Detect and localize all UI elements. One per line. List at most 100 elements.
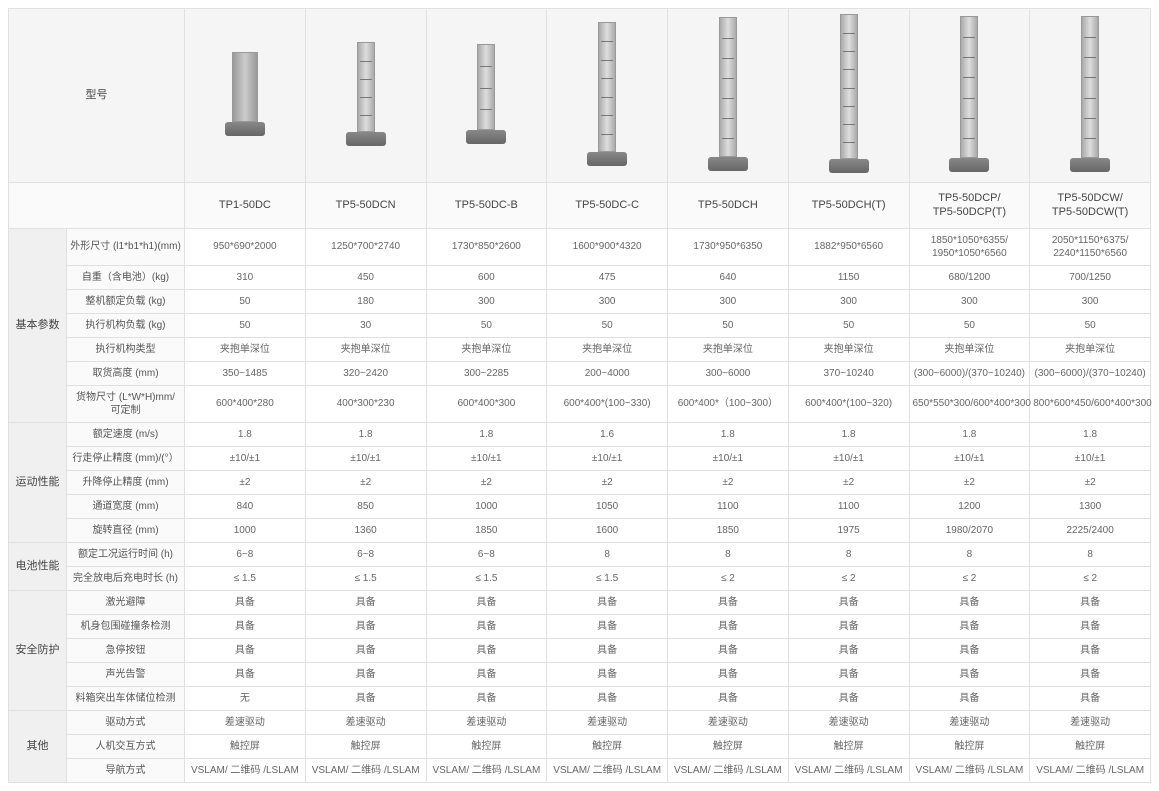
- data-cell: 1050: [547, 494, 668, 518]
- data-cell: 50: [788, 313, 909, 337]
- data-cell: 差速驱动: [909, 710, 1030, 734]
- data-cell: 850: [305, 494, 426, 518]
- data-cell: ≤ 1.5: [305, 566, 426, 590]
- data-cell: 1100: [668, 494, 789, 518]
- data-cell: ≤ 1.5: [185, 566, 306, 590]
- data-cell: 6~8: [185, 542, 306, 566]
- data-cell: VSLAM/ 二维码 /LSLAM: [668, 758, 789, 782]
- model-name: TP5-50DC-B: [426, 183, 547, 229]
- param-label: 激光避障: [67, 590, 185, 614]
- data-cell: 300~2285: [426, 361, 547, 385]
- data-cell: 具备: [1030, 638, 1151, 662]
- data-cell: ±10/±1: [668, 446, 789, 470]
- param-label: 驱动方式: [67, 710, 185, 734]
- param-label: 执行机构负载 (kg): [67, 313, 185, 337]
- data-cell: ±10/±1: [788, 446, 909, 470]
- data-cell: 50: [668, 313, 789, 337]
- model-name: TP5-50DC-C: [547, 183, 668, 229]
- model-image: [668, 9, 789, 183]
- data-cell: ±2: [909, 470, 1030, 494]
- param-label: 自重（含电池）(kg): [67, 265, 185, 289]
- data-cell: 300: [788, 289, 909, 313]
- data-cell: 具备: [185, 638, 306, 662]
- group-label: 运动性能: [9, 422, 67, 542]
- data-cell: 夹抱单深位: [1030, 337, 1151, 361]
- data-cell: 具备: [185, 614, 306, 638]
- robot-icon: [708, 17, 748, 171]
- data-cell: 1600: [547, 518, 668, 542]
- data-cell: (300~6000)/(370~10240): [1030, 361, 1151, 385]
- data-cell: 具备: [1030, 590, 1151, 614]
- data-cell: ±10/±1: [185, 446, 306, 470]
- data-cell: 夹抱单深位: [788, 337, 909, 361]
- data-cell: 具备: [668, 638, 789, 662]
- data-cell: 具备: [426, 686, 547, 710]
- data-cell: 具备: [668, 686, 789, 710]
- data-cell: 400*300*230: [305, 385, 426, 422]
- data-cell: 夹抱单深位: [668, 337, 789, 361]
- data-cell: ±2: [547, 470, 668, 494]
- data-cell: 650*550*300/600*400*300: [909, 385, 1030, 422]
- data-cell: 1.8: [1030, 422, 1151, 446]
- data-cell: 触控屏: [185, 734, 306, 758]
- data-cell: 1600*900*4320: [547, 228, 668, 265]
- param-label: 外形尺寸 (l1*b1*h1)(mm): [67, 228, 185, 265]
- data-cell: 300: [909, 289, 1030, 313]
- data-cell: 差速驱动: [1030, 710, 1151, 734]
- data-cell: 具备: [909, 638, 1030, 662]
- data-cell: 800*600*450/600*400*300: [1030, 385, 1151, 422]
- data-cell: 6~8: [426, 542, 547, 566]
- data-cell: 无: [185, 686, 306, 710]
- data-cell: ±10/±1: [426, 446, 547, 470]
- data-cell: 300~6000: [668, 361, 789, 385]
- data-cell: 1.8: [788, 422, 909, 446]
- model-image: [185, 9, 306, 183]
- spec-table: 型号TP1-50DCTP5-50DCNTP5-50DC-BTP5-50DC-CT…: [8, 8, 1151, 783]
- robot-icon: [587, 22, 627, 166]
- data-cell: 300: [1030, 289, 1151, 313]
- data-cell: 具备: [1030, 686, 1151, 710]
- data-cell: 50: [185, 289, 306, 313]
- data-cell: 差速驱动: [426, 710, 547, 734]
- blank: [9, 183, 185, 229]
- robot-icon: [346, 42, 386, 146]
- robot-icon: [949, 16, 989, 172]
- param-label: 导航方式: [67, 758, 185, 782]
- data-cell: 具备: [668, 614, 789, 638]
- data-cell: 具备: [426, 590, 547, 614]
- data-cell: ±2: [788, 470, 909, 494]
- data-cell: 600*400*(100~330): [547, 385, 668, 422]
- model-name: TP1-50DC: [185, 183, 306, 229]
- data-cell: ≤ 2: [1030, 566, 1151, 590]
- data-cell: 具备: [909, 662, 1030, 686]
- data-cell: 具备: [426, 638, 547, 662]
- data-cell: VSLAM/ 二维码 /LSLAM: [788, 758, 909, 782]
- model-name: TP5-50DCN: [305, 183, 426, 229]
- data-cell: 600*400*300: [426, 385, 547, 422]
- data-cell: ±10/±1: [547, 446, 668, 470]
- robot-icon: [1070, 16, 1110, 172]
- data-cell: 50: [426, 313, 547, 337]
- data-cell: 300: [668, 289, 789, 313]
- data-cell: 180: [305, 289, 426, 313]
- robot-icon: [225, 52, 265, 136]
- data-cell: 50: [185, 313, 306, 337]
- param-label: 完全放电后充电时长 (h): [67, 566, 185, 590]
- data-cell: 具备: [426, 662, 547, 686]
- data-cell: 600: [426, 265, 547, 289]
- data-cell: ±10/±1: [1030, 446, 1151, 470]
- param-label: 声光告警: [67, 662, 185, 686]
- data-cell: 200~4000: [547, 361, 668, 385]
- data-cell: 夹抱单深位: [909, 337, 1030, 361]
- data-cell: 1360: [305, 518, 426, 542]
- data-cell: 具备: [547, 614, 668, 638]
- data-cell: 具备: [547, 590, 668, 614]
- robot-icon: [829, 14, 869, 173]
- data-cell: 夹抱单深位: [426, 337, 547, 361]
- data-cell: 700/1250: [1030, 265, 1151, 289]
- model-name: TP5-50DCW/TP5-50DCW(T): [1030, 183, 1151, 229]
- data-cell: 差速驱动: [185, 710, 306, 734]
- data-cell: 600*400*（100~300）: [668, 385, 789, 422]
- data-cell: 1100: [788, 494, 909, 518]
- data-cell: 触控屏: [547, 734, 668, 758]
